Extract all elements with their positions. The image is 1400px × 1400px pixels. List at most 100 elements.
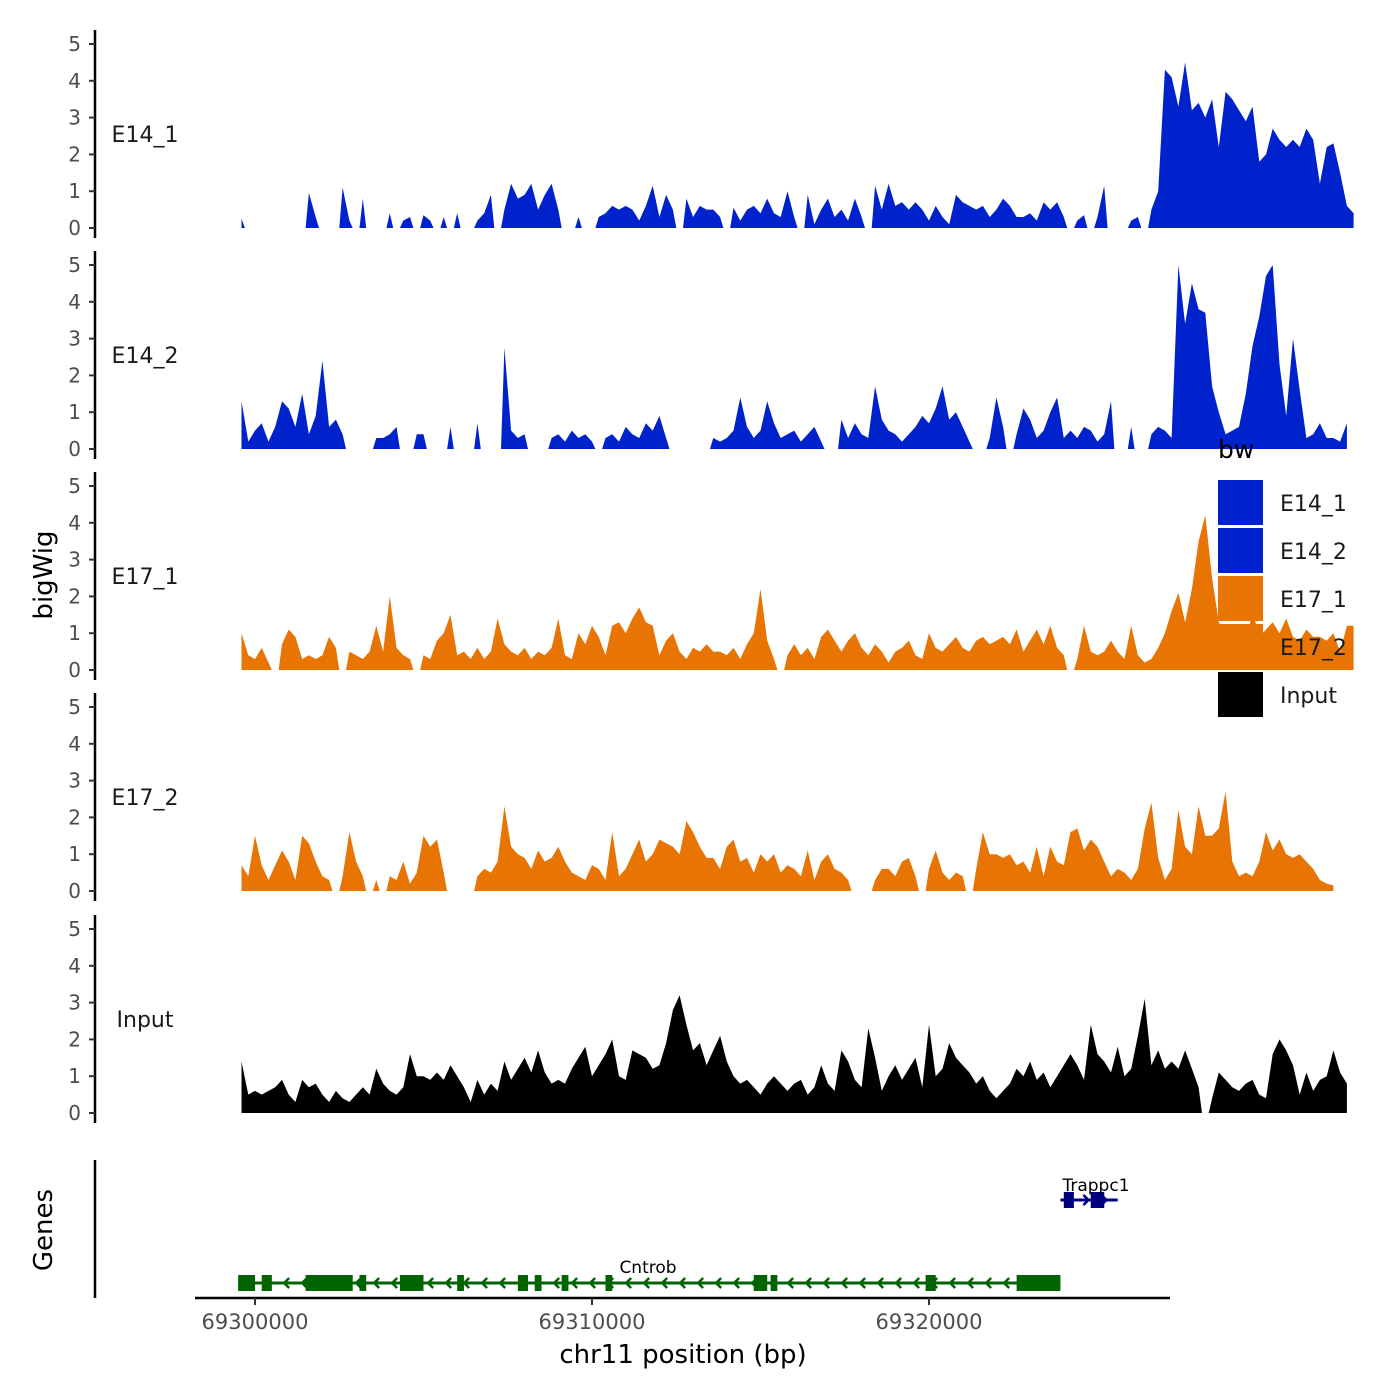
strand-arrow bbox=[948, 1277, 957, 1289]
strand-arrow bbox=[984, 1277, 993, 1289]
coverage-area bbox=[453, 213, 461, 228]
legend-swatch bbox=[1218, 528, 1263, 573]
legend-entry-e14-2: E14_2 bbox=[1218, 528, 1347, 573]
strand-arrow bbox=[966, 1277, 975, 1289]
coverage-area bbox=[1208, 1039, 1347, 1113]
coverage-area bbox=[1013, 397, 1115, 449]
strand-arrow bbox=[552, 1277, 561, 1289]
legend-label: E14_1 bbox=[1280, 492, 1347, 517]
strand-arrow bbox=[480, 1277, 489, 1289]
strand-arrow bbox=[678, 1277, 687, 1289]
coverage-area bbox=[386, 835, 448, 891]
y-tick-label: 1 bbox=[68, 179, 81, 203]
tracks-layer: 0 1 2 3 4 5 E14_1 0 1 2 3 4 5 E14_2 0 1 2 3 4 5 E17_1 0 1 2 3 4 5 E… bbox=[68, 30, 1354, 1125]
x-tick-label: 69300000 bbox=[202, 1310, 309, 1334]
strand-arrow bbox=[372, 1277, 381, 1289]
coverage-area bbox=[1127, 426, 1135, 449]
coverage-area bbox=[501, 183, 562, 228]
legend-label: Input bbox=[1280, 684, 1337, 709]
strand-arrow bbox=[300, 1277, 309, 1289]
strand-arrow bbox=[1002, 1277, 1011, 1289]
coverage-area bbox=[339, 832, 367, 891]
coverage-area bbox=[1073, 215, 1088, 228]
coverage-area bbox=[372, 880, 380, 891]
coverage-area bbox=[241, 633, 272, 670]
y-tick-label: 0 bbox=[68, 1101, 81, 1125]
strand-arrow bbox=[858, 1277, 867, 1289]
strand-arrow bbox=[498, 1277, 507, 1289]
y-tick-label: 5 bbox=[68, 917, 81, 941]
coverage-area bbox=[241, 218, 245, 228]
coverage-area bbox=[447, 426, 454, 449]
coverage-area bbox=[440, 217, 448, 228]
legend-label: E17_1 bbox=[1280, 588, 1347, 613]
y-tick-label: 3 bbox=[68, 769, 81, 793]
coverage-area bbox=[474, 194, 495, 228]
coverage-area bbox=[399, 217, 414, 228]
coverage-area bbox=[1127, 217, 1142, 228]
coverage-area bbox=[683, 198, 724, 228]
legend-title: bw bbox=[1218, 435, 1254, 464]
coverage-area bbox=[359, 198, 367, 228]
legend: bw E14_1 E14_2 E17_1 E17_2 Input bbox=[1218, 435, 1347, 717]
coverage-area bbox=[474, 423, 481, 449]
y-tick-label: 2 bbox=[68, 805, 81, 829]
coverage-area bbox=[972, 791, 1334, 891]
coverage-area bbox=[548, 430, 596, 449]
coverage-area bbox=[372, 426, 400, 449]
strand-arrow bbox=[282, 1277, 291, 1289]
y-tick-label: 0 bbox=[68, 879, 81, 903]
track-label: E14_2 bbox=[112, 344, 179, 369]
legend-entry-input: Input bbox=[1218, 672, 1337, 717]
coverage-area bbox=[986, 397, 1007, 449]
coverage-area bbox=[339, 187, 353, 228]
y-tick-label: 1 bbox=[68, 1064, 81, 1088]
y-tick-label: 2 bbox=[68, 1027, 81, 1051]
y-tick-label: 0 bbox=[68, 658, 81, 682]
gene-exon bbox=[770, 1275, 778, 1291]
y-tick-label: 2 bbox=[68, 363, 81, 387]
coverage-area bbox=[420, 589, 778, 670]
coverage-area bbox=[501, 347, 528, 449]
strand-arrow bbox=[1082, 1194, 1091, 1206]
gene-exon bbox=[238, 1275, 255, 1291]
gene-exon bbox=[517, 1275, 528, 1291]
coverage-area bbox=[784, 625, 1068, 670]
strand-arrow bbox=[444, 1277, 453, 1289]
track-e14-2: 0 1 2 3 4 5 E14_2 bbox=[68, 251, 1347, 461]
y-tick-label: 1 bbox=[68, 621, 81, 645]
strand-arrow bbox=[660, 1277, 669, 1289]
gene-label: Trappc1 bbox=[1061, 1176, 1129, 1196]
strand-arrow bbox=[696, 1277, 705, 1289]
y-tick-label: 5 bbox=[68, 474, 81, 498]
gene-exon bbox=[605, 1275, 613, 1291]
coverage-area bbox=[241, 995, 1202, 1113]
legend-entry-e14-1: E14_1 bbox=[1218, 480, 1347, 525]
legend-entry-e17-2: E17_2 bbox=[1218, 624, 1347, 669]
coverage-area bbox=[1073, 515, 1354, 670]
coverage-area bbox=[1094, 185, 1108, 228]
gene-exon bbox=[561, 1275, 569, 1291]
gene-label: Cntrob bbox=[619, 1258, 676, 1278]
gene-exon bbox=[753, 1275, 768, 1291]
strand-arrow bbox=[426, 1277, 435, 1289]
coverage-area bbox=[602, 415, 670, 449]
coverage-area bbox=[871, 857, 919, 891]
y-tick-label: 4 bbox=[68, 290, 81, 314]
legend-swatch bbox=[1218, 624, 1263, 669]
y-tick-label: 3 bbox=[68, 327, 81, 351]
strand-arrow bbox=[588, 1277, 597, 1289]
gene-exon bbox=[534, 1275, 542, 1291]
y-tick-label: 5 bbox=[68, 695, 81, 719]
y-tick-label: 0 bbox=[68, 216, 81, 240]
coverage-area bbox=[241, 835, 333, 891]
strand-arrow bbox=[390, 1277, 399, 1289]
coverage-area bbox=[386, 213, 394, 228]
coverage-area bbox=[838, 386, 973, 449]
coverage-area bbox=[241, 360, 346, 449]
y-tick-label: 4 bbox=[68, 69, 81, 93]
legend-label: E14_2 bbox=[1280, 540, 1347, 565]
coverage-area bbox=[804, 194, 865, 228]
gene-exon bbox=[457, 1275, 464, 1291]
